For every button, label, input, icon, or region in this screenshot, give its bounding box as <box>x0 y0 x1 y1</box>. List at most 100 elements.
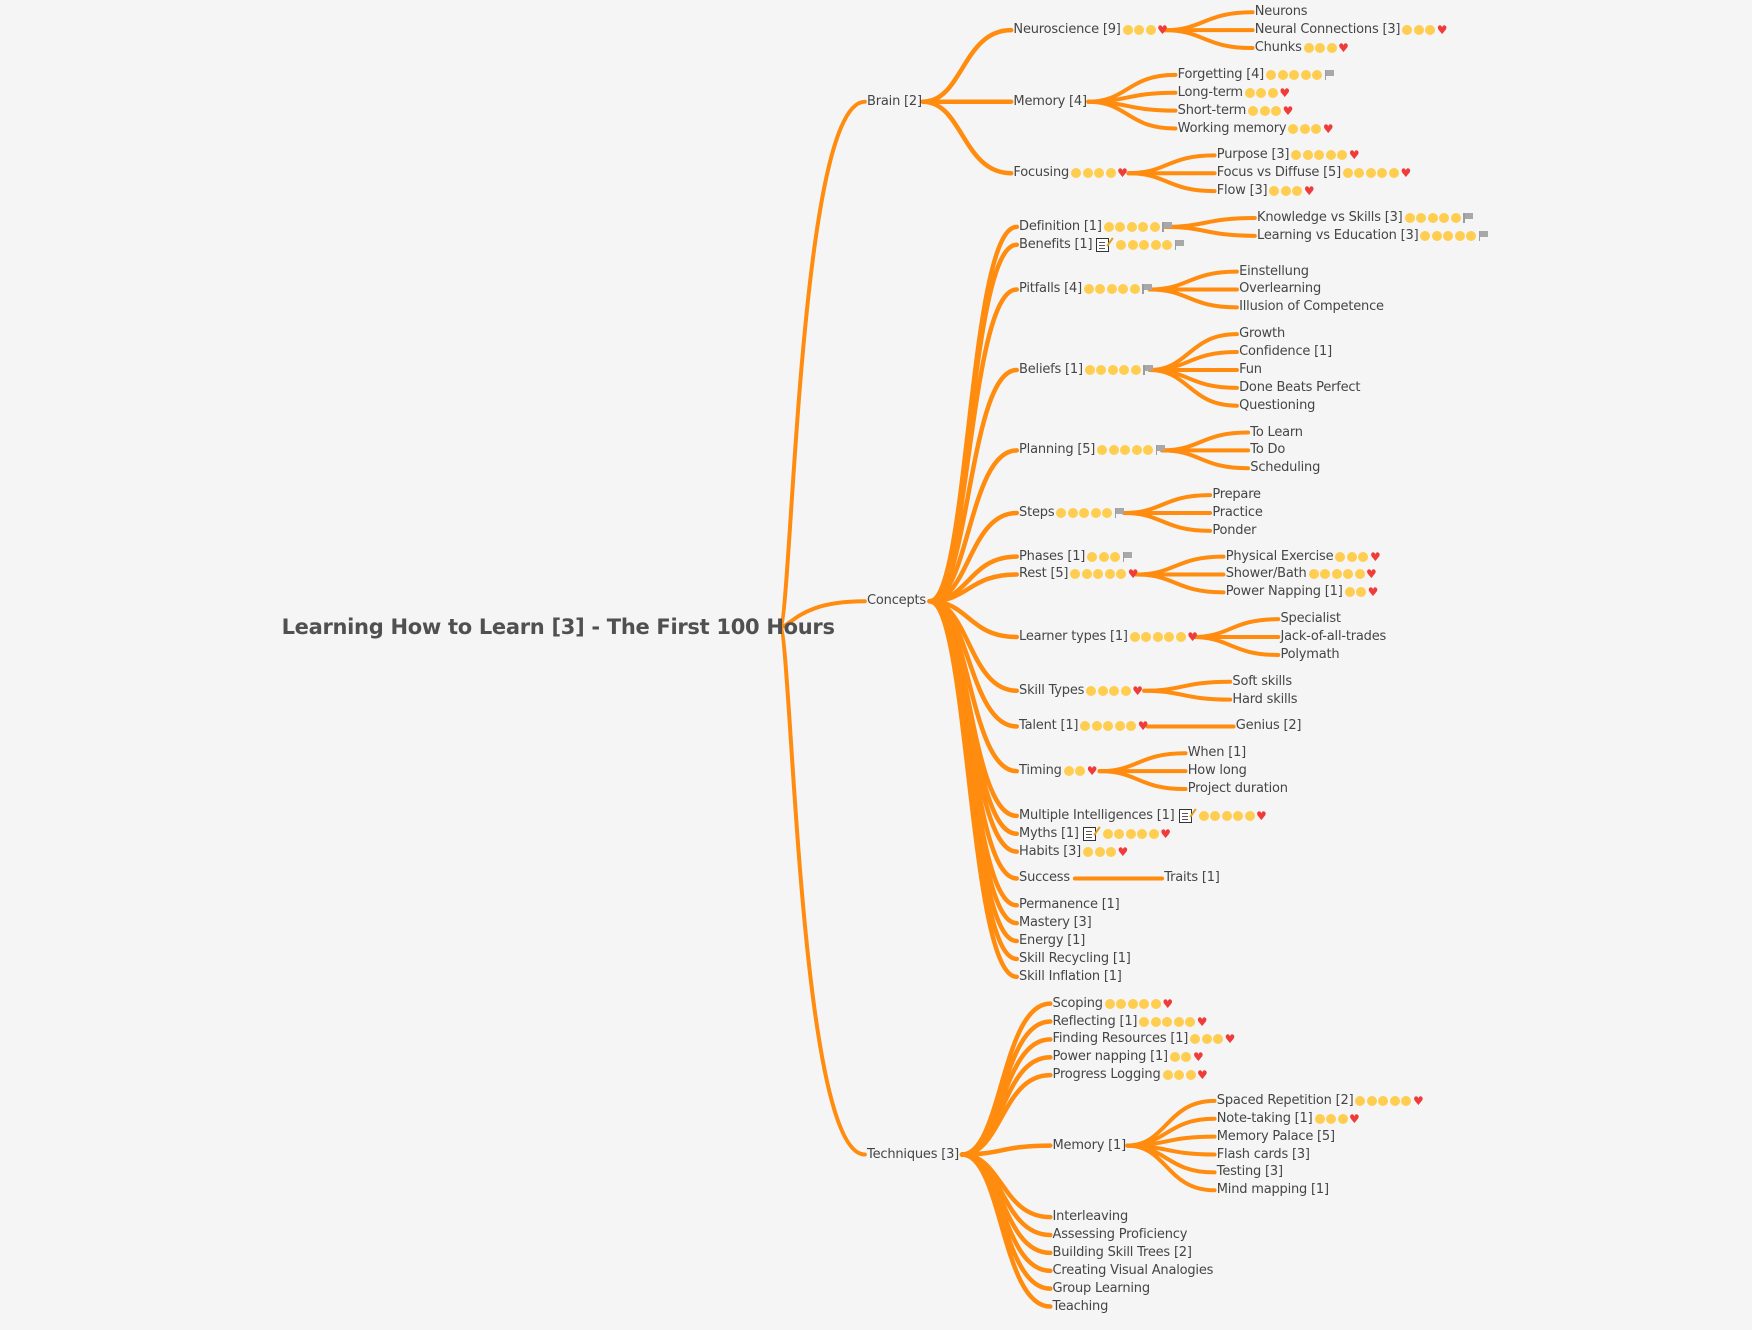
note-icon[interactable] <box>1082 826 1096 841</box>
topic-t1[interactable]: Scoping ♥ <box>1053 995 1174 1013</box>
topic-phases[interactable]: Phases [1] <box>1019 548 1133 566</box>
topic-tal1[interactable]: Genius [2] <box>1236 717 1302 735</box>
rating-dot-icon <box>1118 284 1129 295</box>
rating-dot-icon <box>1102 508 1113 518</box>
topic-pl3[interactable]: Scheduling <box>1250 459 1320 477</box>
rating-dot-icon <box>1130 364 1141 375</box>
topic-t11[interactable]: Teaching <box>1053 1298 1109 1316</box>
note-icon[interactable] <box>1096 237 1110 252</box>
topic-s2[interactable]: Practice <box>1212 504 1263 522</box>
topic-b4[interactable]: Done Beats Perfect <box>1239 379 1360 397</box>
rating-dot-icon <box>1116 569 1127 580</box>
topic-tm1[interactable]: When [1] <box>1188 744 1246 762</box>
topic-tech[interactable]: Techniques [3] <box>867 1146 959 1164</box>
topic-t6[interactable]: Interleaving <box>1053 1208 1129 1226</box>
topic-b3[interactable]: Fun <box>1239 361 1262 379</box>
topic-foc[interactable]: Focusing ♥ <box>1013 164 1127 182</box>
topic-n3[interactable]: Chunks ♥ <box>1255 39 1349 57</box>
topic-m2[interactable]: Long-term ♥ <box>1178 84 1290 102</box>
topic-m1[interactable]: Forgetting [4] <box>1178 66 1335 84</box>
topic-st1[interactable]: Soft skills <box>1232 673 1292 691</box>
rating-dot-icon <box>1097 445 1108 456</box>
topic-lt1[interactable]: Specialist <box>1280 610 1341 628</box>
topic-f3[interactable]: Flow [3] ♥ <box>1217 182 1315 200</box>
topic-t4[interactable]: Power napping [1] ♥ <box>1053 1048 1204 1066</box>
topic-f1[interactable]: Purpose [3] ♥ <box>1217 146 1360 164</box>
heart-icon: ♥ <box>1256 808 1267 823</box>
topic-suc[interactable]: Success <box>1019 869 1070 887</box>
topic-tm_1[interactable]: Spaced Repetition [2] ♥ <box>1217 1092 1424 1110</box>
heart-icon: ♥ <box>1400 166 1412 181</box>
topic-lt2[interactable]: Jack-of-all-trades <box>1280 628 1386 646</box>
topic-myths[interactable]: Myths [1] ♥ <box>1019 825 1171 843</box>
topic-tm_3[interactable]: Memory Palace [5] <box>1217 1128 1335 1146</box>
topic-neuro[interactable]: Neuroscience [9] ♥ <box>1013 21 1168 39</box>
topic-steps[interactable]: Steps <box>1019 504 1125 522</box>
topic-tm_6[interactable]: Mind mapping [1] <box>1217 1181 1329 1199</box>
topic-p3[interactable]: Illusion of Competence <box>1239 298 1384 316</box>
topic-tm_2[interactable]: Note-taking [1] ♥ <box>1217 1110 1360 1128</box>
topic-def[interactable]: Definition [1] <box>1019 218 1172 236</box>
topic-mem[interactable]: Memory [4] <box>1013 93 1087 111</box>
topic-brain[interactable]: Brain [2] <box>867 93 922 111</box>
topic-lt3[interactable]: Polymath <box>1280 646 1339 664</box>
topic-pl1[interactable]: To Learn <box>1250 424 1303 442</box>
topic-f2[interactable]: Focus vs Diffuse [5] ♥ <box>1217 164 1411 182</box>
topic-st2[interactable]: Hard skills <box>1232 691 1297 709</box>
topic-s1[interactable]: Prepare <box>1212 486 1261 504</box>
topic-t9[interactable]: Creating Visual Analogies <box>1053 1262 1214 1280</box>
topic-plan[interactable]: Planning [5] <box>1019 441 1166 459</box>
note-icon[interactable] <box>1178 808 1192 823</box>
topic-s3[interactable]: Ponder <box>1212 522 1256 540</box>
topic-d2[interactable]: Learning vs Education [3] <box>1257 227 1489 245</box>
topic-t5[interactable]: Progress Logging ♥ <box>1053 1066 1208 1084</box>
heart-icon: ♥ <box>1162 996 1173 1011</box>
topic-ener[interactable]: Energy [1] <box>1019 932 1085 950</box>
topic-pit[interactable]: Pitfalls [4] <box>1019 280 1152 298</box>
topic-pl2[interactable]: To Do <box>1250 441 1285 459</box>
topic-suc1[interactable]: Traits [1] <box>1164 869 1220 887</box>
topic-m4[interactable]: Working memory ♥ <box>1178 120 1334 138</box>
topic-n2[interactable]: Neural Connections [3] ♥ <box>1255 21 1448 39</box>
topic-sinf[interactable]: Skill Inflation [1] <box>1019 968 1122 986</box>
topic-tm2[interactable]: How long <box>1188 762 1247 780</box>
topic-r1[interactable]: Physical Exercise ♥ <box>1226 548 1381 566</box>
topic-r3[interactable]: Power Napping [1] ♥ <box>1226 583 1379 601</box>
topic-t3[interactable]: Finding Resources [1] ♥ <box>1053 1030 1236 1048</box>
topic-lt[interactable]: Learner types [1] ♥ <box>1019 628 1198 646</box>
rating-dot-icon <box>1303 43 1314 54</box>
topic-p1[interactable]: Einstellung <box>1239 263 1309 281</box>
topic-t2[interactable]: Reflecting [1] ♥ <box>1053 1013 1208 1031</box>
topic-p2[interactable]: Overlearning <box>1239 280 1321 298</box>
topic-d1[interactable]: Knowledge vs Skills [3] <box>1257 209 1473 227</box>
topic-rest[interactable]: Rest [5] ♥ <box>1019 565 1139 583</box>
topic-t7[interactable]: Assessing Proficiency <box>1053 1226 1188 1244</box>
topic-tal[interactable]: Talent [1] ♥ <box>1019 717 1149 735</box>
topic-concepts[interactable]: Concepts <box>867 592 926 610</box>
topic-hab[interactable]: Habits [3] ♥ <box>1019 843 1128 861</box>
topic-st[interactable]: Skill Types ♥ <box>1019 682 1143 700</box>
topic-tm_5[interactable]: Testing [3] <box>1217 1163 1283 1181</box>
topic-ben[interactable]: Benefits [1] <box>1019 236 1185 254</box>
topic-mast[interactable]: Mastery [3] <box>1019 914 1092 932</box>
topic-n1[interactable]: Neurons <box>1255 3 1308 21</box>
topic-tmem[interactable]: Memory [1] <box>1053 1137 1127 1155</box>
topic-tim[interactable]: Timing ♥ <box>1019 762 1097 780</box>
topic-tm_4[interactable]: Flash cards [3] <box>1217 1146 1310 1164</box>
topic-srec[interactable]: Skill Recycling [1] <box>1019 950 1131 968</box>
topic-bel[interactable]: Beliefs [1] <box>1019 361 1153 379</box>
topic-perm[interactable]: Permanence [1] <box>1019 896 1120 914</box>
rating-dot-icon <box>1141 632 1152 643</box>
topic-mi[interactable]: Multiple Intelligences [1] ♥ <box>1019 807 1267 825</box>
topic-r2[interactable]: Shower/Bath ♥ <box>1226 565 1377 583</box>
topic-tm3[interactable]: Project duration <box>1188 780 1288 798</box>
topic-t10[interactable]: Group Learning <box>1053 1280 1151 1298</box>
topic-b5[interactable]: Questioning <box>1239 397 1315 415</box>
topic-b2[interactable]: Confidence [1] <box>1239 343 1332 361</box>
root-topic[interactable]: Learning How to Learn [3] - The First 10… <box>282 613 835 641</box>
topic-label: Specialist <box>1280 611 1341 627</box>
topic-m3[interactable]: Short-term ♥ <box>1178 102 1294 120</box>
rating-dot-icon <box>1358 551 1369 562</box>
topic-t8[interactable]: Building Skill Trees [2] <box>1053 1244 1192 1262</box>
topic-b1[interactable]: Growth <box>1239 325 1285 343</box>
